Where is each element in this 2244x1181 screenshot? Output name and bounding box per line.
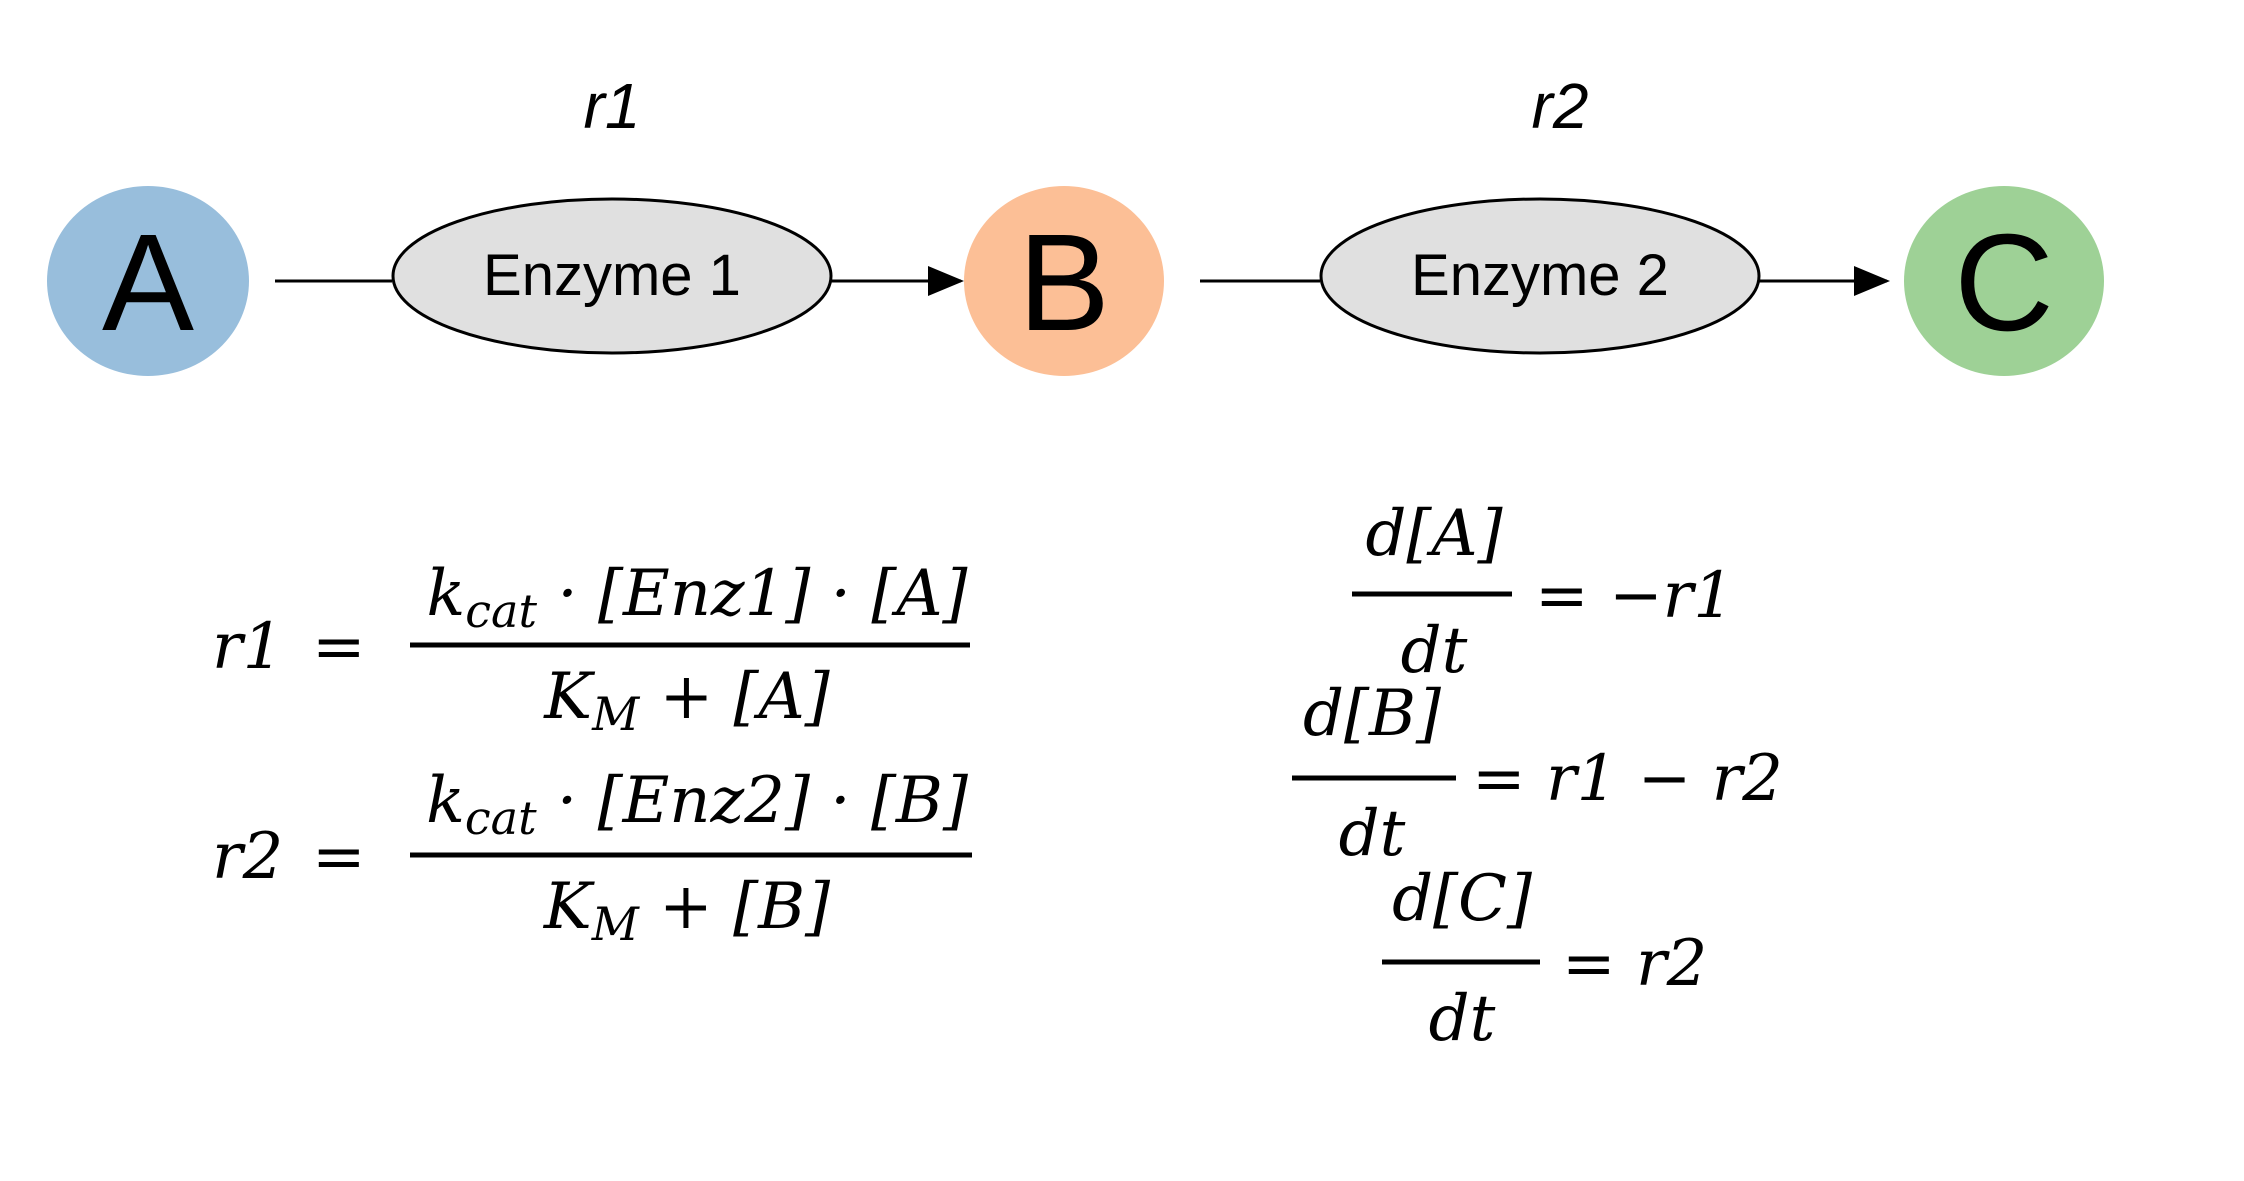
node-a (47, 186, 249, 376)
node-a-label: A (102, 206, 194, 360)
ode-a-rhs: = −r1 (1535, 559, 1734, 633)
node-c-label: C (1954, 206, 2054, 360)
node-b (964, 186, 1164, 376)
ode-a-numerator: d[A] (1365, 497, 1503, 571)
rate-equation-r1: r1 = kcat · [Enz1] · [A] KM + [A] (212, 557, 970, 741)
ode-b: d[B] dt = r1 − r2 (1292, 677, 1783, 871)
enzyme-1-label: Enzyme 1 (483, 243, 741, 308)
enzyme-1-node (391, 197, 833, 355)
node-c (1904, 186, 2104, 376)
rate-r1-numerator: kcat · [Enz1] · [A] (427, 557, 969, 638)
ode-a-denominator: dt (1401, 614, 1468, 688)
enzyme-2-node (1319, 197, 1761, 355)
rate-equation-r2: r2 = kcat · [Enz2] · [B] KM + [B] (212, 764, 972, 951)
enzyme-2-label: Enzyme 2 (1411, 243, 1669, 308)
reaction-label-r2: r2 (1532, 70, 1589, 142)
rate-r1-equals: = (312, 610, 366, 684)
reaction-label-r1: r1 (584, 70, 641, 142)
rate-r2-equals: = (312, 820, 366, 894)
ode-c-rhs: = r2 (1562, 927, 1707, 1001)
ode-b-denominator: dt (1339, 797, 1406, 871)
ode-a: d[A] dt = −r1 (1352, 497, 1734, 688)
node-b-label: B (1018, 206, 1110, 360)
ode-c-numerator: d[C] (1392, 862, 1533, 936)
rate-r1-lhs: r1 (212, 610, 283, 684)
rate-r1-denominator: KM + [A] (543, 660, 830, 741)
ode-c: d[C] dt = r2 (1382, 862, 1707, 1056)
ode-b-rhs: = r1 − r2 (1472, 742, 1783, 816)
ode-c-denominator: dt (1429, 982, 1496, 1056)
rate-r2-lhs: r2 (212, 820, 283, 894)
rate-r2-denominator: KM + [B] (543, 870, 831, 951)
rate-r2-numerator: kcat · [Enz2] · [B] (426, 764, 969, 845)
ode-b-numerator: d[B] (1303, 677, 1442, 751)
